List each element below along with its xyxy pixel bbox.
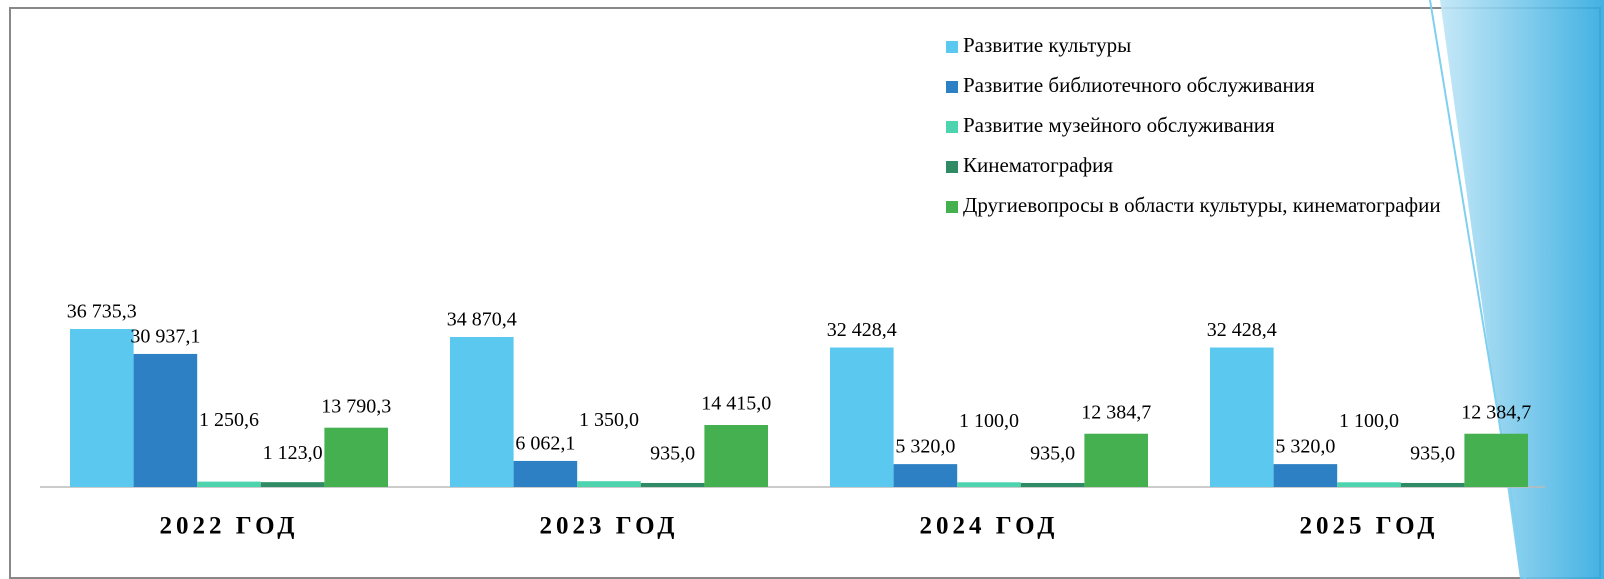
legend-label: Другиевопросы в области культуры, кинема… (963, 193, 1441, 217)
bar (324, 427, 388, 487)
value-label: 30 937,1 (130, 326, 200, 348)
value-label: 36 735,3 (67, 301, 137, 323)
bar (1400, 482, 1465, 487)
legend-label: Развитие библиотечного обслуживания (963, 73, 1315, 97)
bar (577, 481, 641, 487)
bar (1084, 433, 1148, 487)
value-label: 1 100,0 (959, 410, 1019, 432)
bar (957, 482, 1021, 487)
x-tick-label: 2024 ГОД (920, 513, 1059, 540)
value-label: 935,0 (1410, 443, 1455, 465)
value-label: 935,0 (1030, 443, 1075, 465)
bar (1337, 482, 1401, 487)
frame (9, 7, 1601, 579)
bar (133, 353, 198, 487)
legend-swatch (946, 41, 958, 53)
value-label: 5 320,0 (895, 436, 955, 458)
bar (893, 464, 958, 487)
legend-swatch (946, 121, 958, 133)
x-tick-label: 2025 ГОД (1300, 513, 1439, 540)
value-label: 14 415,0 (701, 393, 771, 415)
value-label: 1 123,0 (263, 442, 323, 464)
value-label: 1 350,0 (579, 409, 639, 431)
bar (1464, 433, 1528, 487)
x-tick-label: 2023 ГОД (540, 513, 679, 540)
value-label: 935,0 (650, 443, 695, 465)
bar (260, 482, 325, 487)
value-label: 5 320,0 (1275, 436, 1335, 458)
bar (1020, 482, 1085, 487)
bar (70, 329, 134, 487)
bar (197, 481, 261, 487)
value-label: 12 384,7 (1081, 401, 1151, 423)
bar (1210, 347, 1274, 487)
value-label: 12 384,7 (1461, 401, 1531, 423)
legend-label: Развитие музейного обслуживания (963, 113, 1275, 137)
value-label: 32 428,4 (1207, 319, 1277, 341)
value-label: 32 428,4 (827, 319, 897, 341)
decoration (1440, 0, 1604, 579)
legend-swatch (946, 81, 958, 93)
legend-swatch (946, 201, 958, 213)
value-label: 1 100,0 (1339, 410, 1399, 432)
legend-swatch (946, 161, 958, 173)
value-label: 6 062,1 (515, 433, 575, 455)
x-tick-label: 2022 ГОД (160, 513, 299, 540)
value-label: 34 870,4 (447, 309, 517, 331)
bar (704, 425, 768, 487)
legend-label: Кинематография (963, 153, 1113, 177)
bar (830, 347, 894, 487)
value-label: 1 250,6 (199, 409, 259, 431)
bar (450, 337, 514, 487)
value-label: 13 790,3 (321, 395, 391, 417)
legend-label: Развитие культуры (963, 33, 1131, 57)
bar (1273, 464, 1338, 487)
bar (640, 482, 705, 487)
bar (513, 460, 578, 487)
